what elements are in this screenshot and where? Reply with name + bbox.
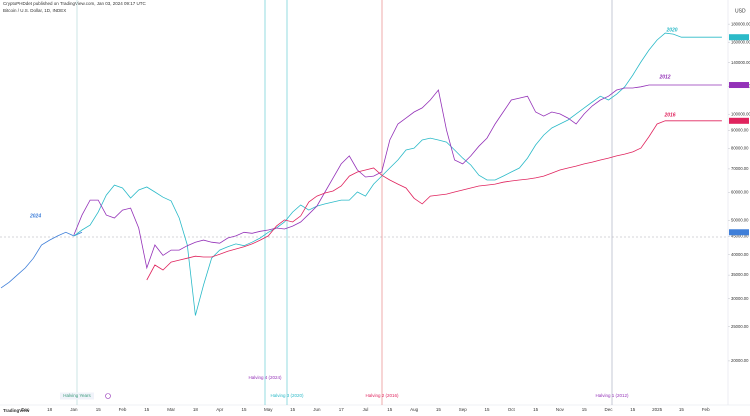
x-tick-label: 15 xyxy=(582,407,588,412)
y-tick-label: 40000.00 xyxy=(731,252,749,257)
x-tick-label: Aug xyxy=(410,407,419,412)
x-tick-label: 15 xyxy=(241,407,247,412)
y-tick-label: 30000.00 xyxy=(731,296,749,301)
x-tick-label: Oct xyxy=(508,407,516,412)
x-tick-label: Nov xyxy=(556,407,565,412)
y-tick-label: 20000.00 xyxy=(731,358,749,363)
halving-label: Halving 4 (2024) xyxy=(248,375,282,380)
series-line xyxy=(0,231,83,289)
label-box xyxy=(60,392,94,400)
series-label: 2016 xyxy=(663,112,675,118)
y-tick-label: 70000.00 xyxy=(731,166,749,171)
series-line xyxy=(146,120,722,281)
last-price-tag xyxy=(729,82,749,89)
footer-logo: TradingView xyxy=(3,408,30,413)
series-label: 2024 xyxy=(29,213,41,219)
y-tick-label: 140000.00 xyxy=(731,60,750,65)
x-tick-label: 15 xyxy=(484,407,490,412)
chart-title: Bitcoin / U.S. Dollar, 1D, INDEX xyxy=(3,8,66,13)
x-tick-label: Dec xyxy=(604,407,613,412)
y-tick-label: 160000.00 xyxy=(731,39,750,44)
series-line xyxy=(73,32,722,316)
series-line xyxy=(73,84,722,270)
y-tick-label: 80000.00 xyxy=(731,146,749,151)
halving-label: Halving 3 (2020) xyxy=(270,393,304,398)
icon xyxy=(105,393,111,399)
halving-label: Halving Years xyxy=(63,393,91,398)
x-tick-label: 15 xyxy=(96,407,102,412)
x-tick-label: Sep xyxy=(459,407,468,412)
y-tick-label: 45000.00 xyxy=(731,234,749,239)
x-tick-label: 15 xyxy=(387,407,393,412)
y-unit: USD xyxy=(735,8,746,14)
y-tick-label: 25000.00 xyxy=(731,324,749,329)
last-price-tag xyxy=(729,34,749,41)
x-tick-label: Jun xyxy=(313,407,321,412)
x-tick-label: 15 xyxy=(533,407,539,412)
x-tick-label: 15 xyxy=(679,407,685,412)
x-tick-label: Jan xyxy=(70,407,78,412)
halving-label: Halving 1 (2012) xyxy=(595,393,629,398)
publisher: CryptoPHDdet published on TradingView.co… xyxy=(3,1,147,6)
series-label: 2020 xyxy=(665,27,677,33)
x-tick-label: 18 xyxy=(193,407,199,412)
x-tick-label: 15 xyxy=(436,407,442,412)
y-tick-label: 50000.00 xyxy=(731,218,749,223)
x-tick-label: 17 xyxy=(339,407,345,412)
x-tick-label: Dec xyxy=(21,407,30,412)
y-tick-label: 90000.00 xyxy=(731,127,749,132)
y-tick-label: 35000.00 xyxy=(731,272,749,277)
y-tick-label: 100000.00 xyxy=(731,111,750,116)
x-tick-label: 18 xyxy=(47,407,53,412)
last-price-tag xyxy=(729,117,749,124)
y-tick-label: 180000.00 xyxy=(731,21,750,26)
x-tick-label: Feb xyxy=(119,407,127,412)
y-tick-label: 60000.00 xyxy=(731,190,749,195)
x-tick-label: Jul xyxy=(363,407,369,412)
last-price-tag xyxy=(729,229,749,236)
x-tick-label: 2025 xyxy=(652,407,663,412)
x-tick-label: 15 xyxy=(630,407,636,412)
halving-label: Halving 2 (2016) xyxy=(365,393,399,398)
x-tick-label: 15 xyxy=(144,407,150,412)
series-label: 2012 xyxy=(658,74,670,80)
x-tick-label: 15 xyxy=(290,407,296,412)
x-tick-label: Mar xyxy=(167,407,175,412)
x-tick-label: Feb xyxy=(702,407,710,412)
x-tick-label: May xyxy=(264,407,273,412)
x-tick-label: Apr xyxy=(216,407,224,412)
